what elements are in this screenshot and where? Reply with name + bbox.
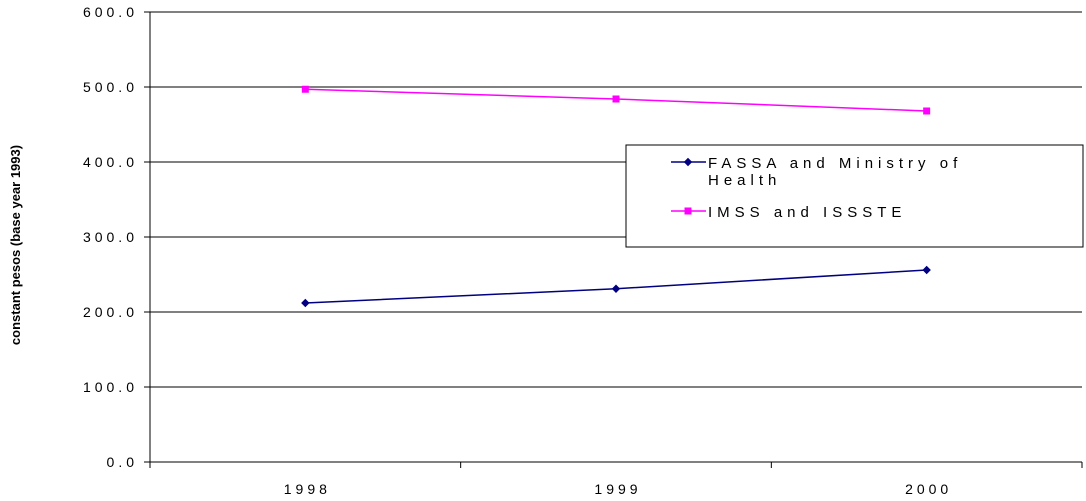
legend-entry: IMSS and ISSSTE xyxy=(671,204,906,221)
y-tick-label: 300.0 xyxy=(83,229,138,245)
data-point xyxy=(922,265,931,275)
axes xyxy=(144,11,1083,468)
y-tick-label: 200.0 xyxy=(83,304,138,320)
data-point xyxy=(301,85,309,93)
legend-label: FASSA and Ministry of xyxy=(708,155,962,172)
x-tick-labels: 1998 1999 2000 xyxy=(284,481,952,497)
y-axis-label-group: constant pesos (base year 1993) xyxy=(8,145,23,345)
data-point xyxy=(923,107,931,115)
series-2 xyxy=(301,85,931,115)
x-tick-label: 1998 xyxy=(284,481,331,497)
legend-swatch-marker xyxy=(683,157,693,167)
y-tick-label: 500.0 xyxy=(83,79,138,95)
y-tick-label: 0.0 xyxy=(107,454,138,470)
y-tick-labels: 0.0 100.0 200.0 300.0 400.0 500.0 600.0 xyxy=(83,4,138,470)
x-tick-label: 2000 xyxy=(905,481,952,497)
legend-label: Health xyxy=(708,172,781,189)
data-point xyxy=(612,95,620,103)
series-group xyxy=(301,85,931,308)
y-tick-label: 600.0 xyxy=(83,4,138,20)
y-axis-label: constant pesos (base year 1993) xyxy=(8,145,23,345)
y-tick-label: 100.0 xyxy=(83,379,138,395)
legend-swatch-marker xyxy=(684,207,692,215)
x-tick-label: 1999 xyxy=(594,481,641,497)
data-point xyxy=(611,284,621,293)
data-point xyxy=(301,298,310,308)
series-1 xyxy=(301,265,931,308)
legend-label: IMSS and ISSSTE xyxy=(708,204,906,221)
y-tick-label: 400.0 xyxy=(83,154,138,170)
